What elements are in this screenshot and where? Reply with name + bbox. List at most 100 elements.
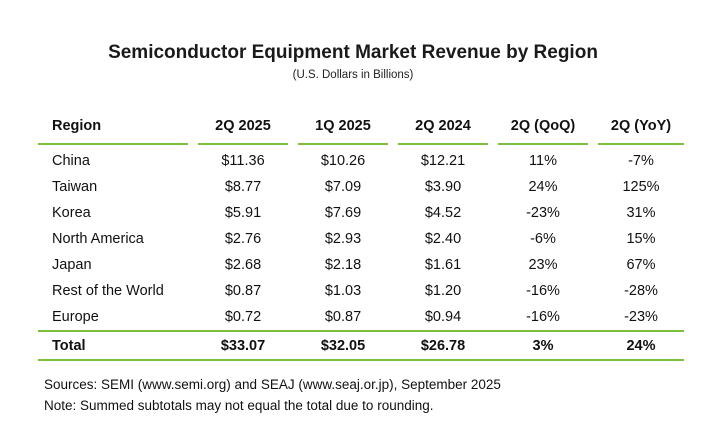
column-gap bbox=[388, 108, 398, 144]
column-gap bbox=[188, 200, 198, 226]
chart-title: Semiconductor Equipment Market Revenue b… bbox=[108, 42, 598, 63]
cell-1q-2025: $10.26 bbox=[320, 153, 366, 169]
column-gap bbox=[388, 226, 398, 252]
column-gap bbox=[288, 174, 298, 200]
total-1q-2025: $32.05 bbox=[298, 330, 388, 361]
total-row: Total $33.07 $32.05 $26.78 3% 24% bbox=[38, 330, 684, 361]
column-gap bbox=[388, 144, 398, 174]
cell-2q-2024: $0.94 bbox=[424, 309, 462, 325]
column-gap bbox=[188, 174, 198, 200]
cell-2q-2024: $1.20 bbox=[424, 283, 462, 299]
table-row: Japan $2.68 $2.18 $1.61 23% 67% bbox=[38, 252, 684, 278]
cell-1q-2025: $7.69 bbox=[324, 205, 362, 221]
column-gap bbox=[288, 330, 298, 361]
column-gap bbox=[288, 200, 298, 226]
cell-region: Korea bbox=[52, 205, 91, 221]
column-gap bbox=[288, 278, 298, 304]
table-row: China $11.36 $10.26 $12.21 11% -7% bbox=[38, 144, 684, 174]
cell-qoq: -6% bbox=[530, 231, 556, 247]
column-header-2q-2024: 2Q 2024 bbox=[398, 108, 488, 145]
cell-region: Rest of the World bbox=[52, 283, 164, 299]
column-gap bbox=[588, 226, 598, 252]
cell-qoq: -23% bbox=[526, 205, 560, 221]
column-gap bbox=[188, 304, 198, 331]
cell-1q-2025: $2.18 bbox=[324, 257, 362, 273]
cell-region: Japan bbox=[52, 257, 92, 273]
column-gap bbox=[588, 252, 598, 278]
column-gap bbox=[588, 278, 598, 304]
column-header-1q-2025: 1Q 2025 bbox=[298, 108, 388, 145]
column-gap bbox=[388, 174, 398, 200]
column-gap bbox=[488, 144, 498, 174]
cell-yoy: 15% bbox=[626, 231, 656, 247]
table-row: Taiwan $8.77 $7.09 $3.90 24% 125% bbox=[38, 174, 684, 200]
column-gap bbox=[188, 252, 198, 278]
column-gap bbox=[488, 278, 498, 304]
cell-yoy: -23% bbox=[624, 309, 658, 325]
column-gap bbox=[488, 252, 498, 278]
column-gap bbox=[588, 304, 598, 331]
column-gap bbox=[288, 252, 298, 278]
cell-qoq: 11% bbox=[529, 153, 557, 169]
column-gap bbox=[588, 200, 598, 226]
cell-yoy: 31% bbox=[626, 205, 656, 221]
table-header-row: Region 2Q 2025 1Q 2025 2Q 2024 2Q (QoQ) … bbox=[38, 108, 684, 145]
column-gap bbox=[488, 330, 498, 361]
cell-region: China bbox=[52, 153, 90, 169]
column-gap bbox=[588, 330, 598, 361]
column-gap bbox=[488, 108, 498, 144]
column-gap bbox=[488, 226, 498, 252]
cell-yoy: 67% bbox=[626, 257, 656, 273]
cell-2q-2025: $2.68 bbox=[224, 257, 262, 273]
cell-2q-2025: $2.76 bbox=[224, 231, 262, 247]
table-row: Korea $5.91 $7.69 $4.52 -23% 31% bbox=[38, 200, 684, 226]
column-gap bbox=[588, 108, 598, 144]
cell-qoq: 24% bbox=[528, 179, 558, 195]
cell-2q-2024: $12.21 bbox=[420, 153, 466, 169]
total-yoy: 24% bbox=[598, 330, 684, 361]
cell-2q-2025: $11.36 bbox=[221, 153, 265, 169]
cell-qoq: -16% bbox=[526, 283, 560, 299]
cell-2q-2025: $0.87 bbox=[224, 283, 262, 299]
cell-1q-2025: $7.09 bbox=[324, 179, 362, 195]
cell-region: Taiwan bbox=[52, 179, 98, 195]
column-gap bbox=[388, 330, 398, 361]
revenue-table: Region 2Q 2025 1Q 2025 2Q 2024 2Q (QoQ) … bbox=[38, 108, 684, 361]
table-row: Europe $0.72 $0.87 $0.94 -16% -23% bbox=[38, 304, 684, 331]
column-gap bbox=[388, 304, 398, 331]
cell-yoy: -7% bbox=[628, 153, 654, 169]
column-header-yoy: 2Q (YoY) bbox=[598, 108, 684, 145]
total-2q-2024: $26.78 bbox=[398, 330, 488, 361]
total-label: Total bbox=[38, 330, 188, 361]
column-gap bbox=[188, 108, 198, 144]
column-gap bbox=[488, 304, 498, 331]
rounding-note: Note: Summed subtotals may not equal the… bbox=[44, 398, 434, 413]
cell-yoy: 125% bbox=[622, 179, 660, 195]
column-gap bbox=[188, 278, 198, 304]
column-gap bbox=[588, 174, 598, 200]
cell-2q-2025: $0.72 bbox=[224, 309, 262, 325]
column-gap bbox=[388, 278, 398, 304]
column-gap bbox=[288, 226, 298, 252]
column-gap bbox=[188, 330, 198, 361]
sources-note: Sources: SEMI (www.semi.org) and SEAJ (w… bbox=[44, 377, 501, 392]
column-header-qoq: 2Q (QoQ) bbox=[498, 108, 588, 145]
column-gap bbox=[188, 144, 198, 174]
column-gap bbox=[488, 200, 498, 226]
total-qoq: 3% bbox=[498, 330, 588, 361]
cell-2q-2024: $4.52 bbox=[424, 205, 462, 221]
column-gap bbox=[388, 252, 398, 278]
total-2q-2025: $33.07 bbox=[198, 330, 288, 361]
footnotes: Sources: SEMI (www.semi.org) and SEAJ (w… bbox=[44, 374, 501, 416]
table-row: North America $2.76 $2.93 $2.40 -6% 15% bbox=[38, 226, 684, 252]
cell-2q-2025: $5.91 bbox=[224, 205, 262, 221]
cell-qoq: 23% bbox=[528, 257, 558, 273]
cell-2q-2024: $1.61 bbox=[424, 257, 462, 273]
cell-yoy: -28% bbox=[624, 283, 658, 299]
column-gap bbox=[588, 144, 598, 174]
cell-2q-2024: $3.90 bbox=[424, 179, 462, 195]
column-gap bbox=[388, 200, 398, 226]
cell-2q-2025: $8.77 bbox=[224, 179, 262, 195]
column-gap bbox=[288, 108, 298, 144]
chart-subtitle: (U.S. Dollars in Billions) bbox=[292, 69, 414, 81]
